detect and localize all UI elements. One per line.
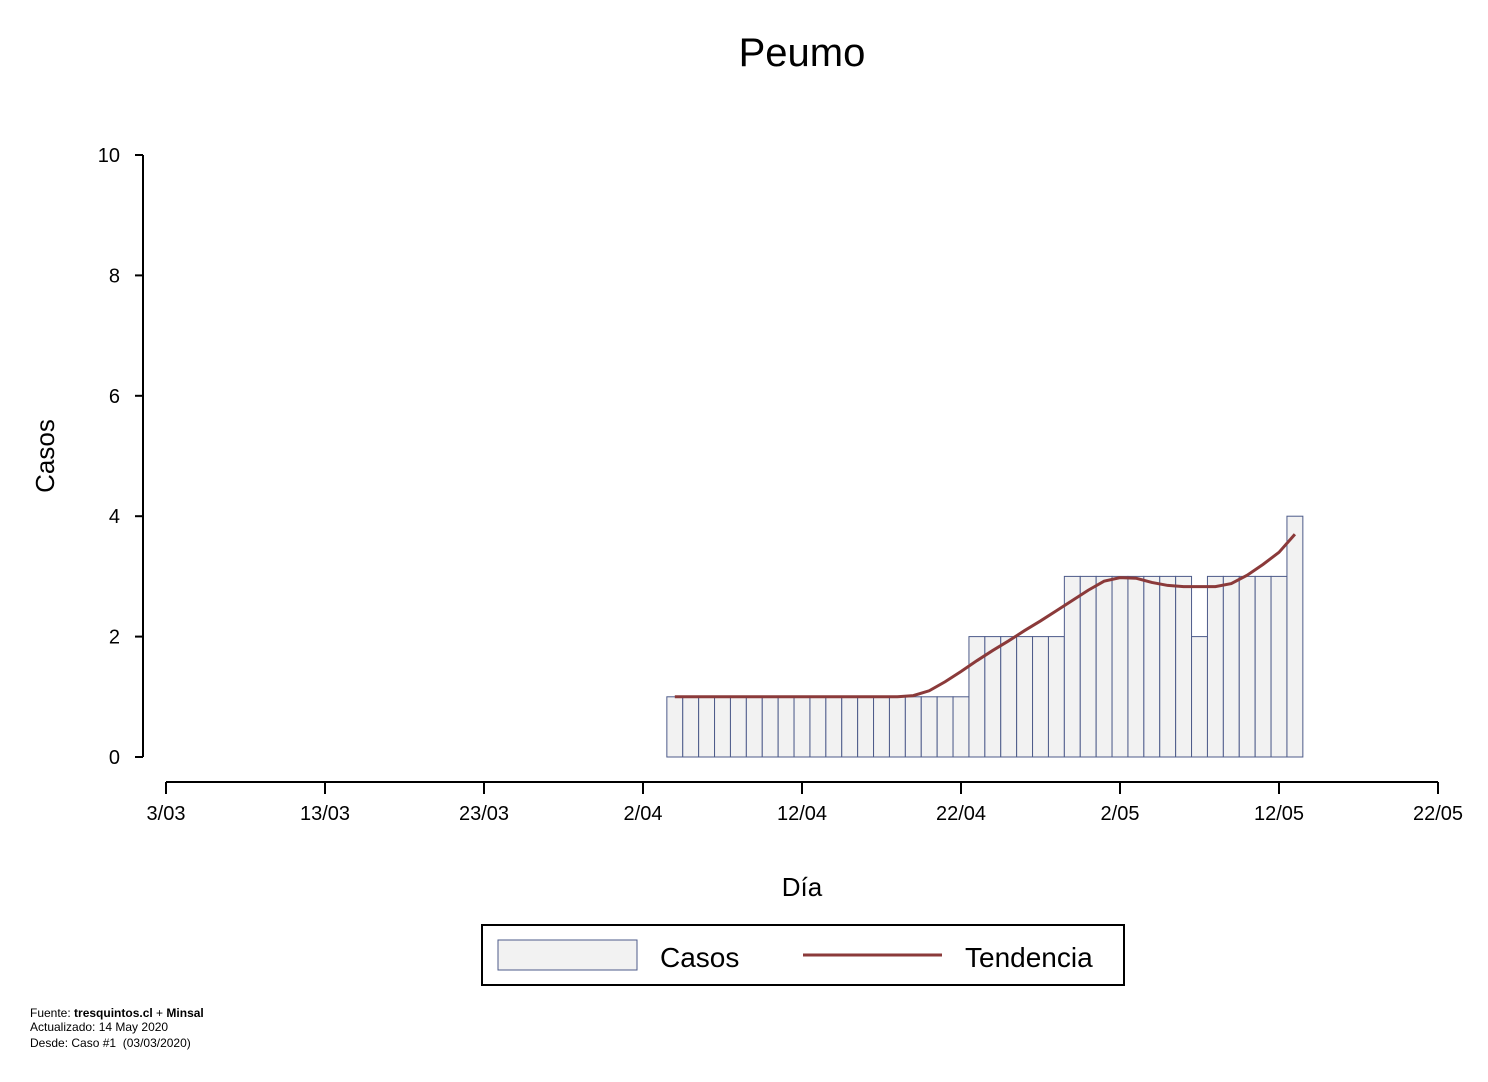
bar	[745, 696, 763, 758]
bar	[1032, 636, 1049, 758]
legend-label: Tendencia	[965, 942, 1093, 973]
chart-title: Peumo	[739, 31, 866, 75]
bar	[857, 696, 875, 758]
x-tick-label: 22/05	[1413, 803, 1463, 825]
bar	[888, 696, 906, 758]
x-tick-label: 2/05	[1101, 803, 1140, 825]
bar	[729, 696, 747, 758]
x-tick-label: 23/03	[459, 803, 509, 825]
bar	[698, 696, 716, 758]
bar	[1191, 636, 1208, 758]
x-tick-label: 2/04	[624, 803, 663, 825]
x-tick-label: 12/04	[777, 803, 827, 825]
bar	[1238, 575, 1256, 758]
bar	[1270, 575, 1288, 758]
bar	[1111, 575, 1129, 758]
trend-line	[674, 533, 1297, 699]
x-axis-label: Día	[782, 872, 823, 902]
footer-since: Desde: Caso #1 (03/03/2020)	[30, 1036, 191, 1050]
footer-text: +	[153, 1006, 167, 1020]
bar	[1286, 515, 1304, 758]
bar	[682, 696, 700, 758]
x-tick-label: 3/03	[147, 803, 186, 825]
footer-text: tresquintos.cl	[74, 1006, 153, 1020]
y-tick-label: 0	[109, 747, 120, 769]
bar	[936, 696, 954, 758]
bar	[841, 696, 859, 758]
bar	[968, 636, 986, 758]
bar	[904, 696, 922, 758]
bar	[920, 696, 938, 758]
legend-label: Casos	[660, 942, 739, 973]
bar	[1222, 575, 1240, 758]
footer-text: Minsal	[166, 1006, 203, 1020]
x-tick-label: 22/04	[936, 803, 986, 825]
bar	[666, 696, 684, 758]
bar	[714, 696, 731, 758]
y-tick-label: 6	[109, 386, 120, 408]
bar	[1095, 575, 1113, 758]
x-tick-label: 13/03	[300, 803, 350, 825]
bar	[777, 696, 795, 758]
y-tick-label: 8	[109, 265, 120, 287]
bar	[1079, 575, 1097, 758]
footer-updated: Actualizado: 14 May 2020	[30, 1020, 168, 1034]
bar	[793, 696, 811, 758]
bar	[1000, 636, 1018, 758]
footer-text: Fuente:	[30, 1006, 74, 1020]
legend-swatch	[497, 939, 638, 971]
y-axis-label: Casos	[30, 419, 60, 493]
bar	[873, 696, 890, 758]
footer-source: Fuente: tresquintos.cl + Minsal	[30, 1006, 204, 1020]
bar	[1143, 575, 1161, 758]
bar	[1047, 636, 1065, 758]
x-tick-label: 12/05	[1254, 803, 1304, 825]
bar	[1206, 575, 1224, 758]
bar	[825, 696, 843, 758]
bar	[761, 696, 779, 758]
bar	[1175, 575, 1193, 758]
bar	[1127, 575, 1145, 758]
bar	[952, 696, 970, 758]
y-tick-label: 2	[109, 627, 120, 649]
bar	[1016, 636, 1034, 758]
bar	[1159, 575, 1177, 758]
y-tick-label: 10	[98, 145, 120, 167]
bar	[1254, 575, 1272, 758]
y-tick-label: 4	[109, 506, 120, 528]
bar	[809, 696, 827, 758]
